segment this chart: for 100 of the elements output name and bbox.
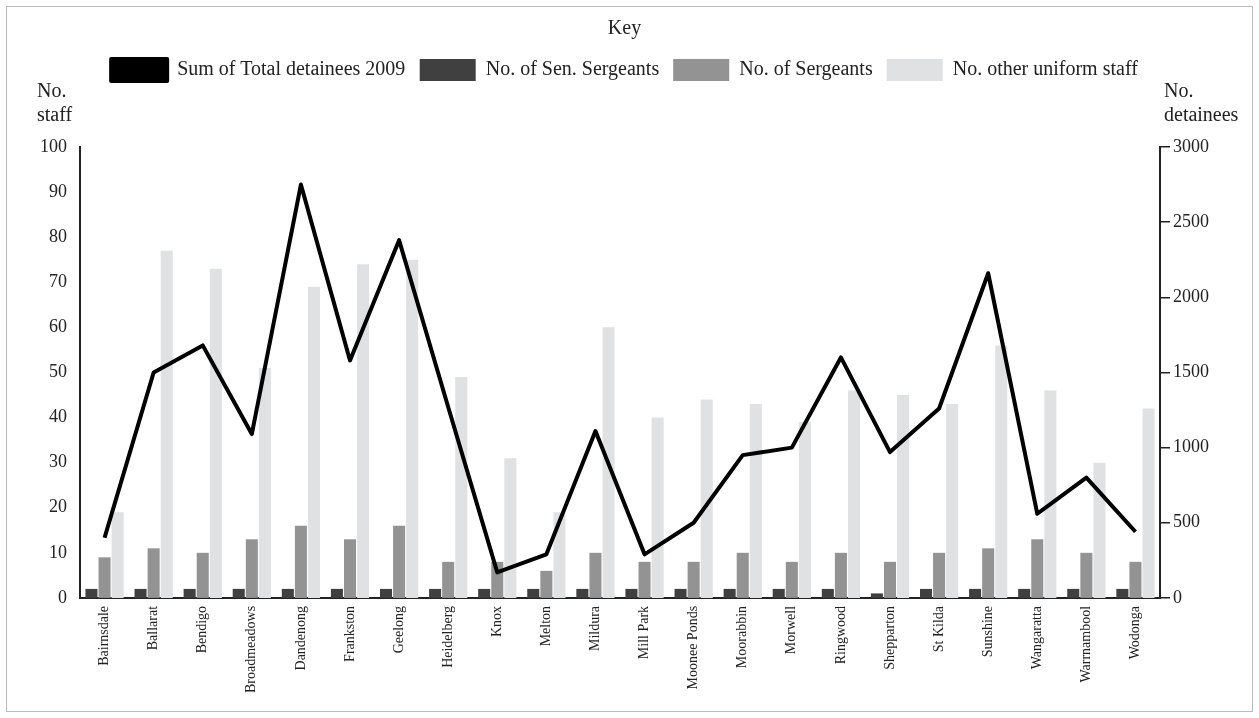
y2-tick-label: 500	[1173, 511, 1200, 532]
bar	[602, 327, 615, 598]
bar	[798, 422, 811, 598]
bar	[294, 525, 307, 598]
bar	[527, 588, 540, 598]
y-tick-label: 0	[58, 586, 67, 607]
bar	[1093, 462, 1106, 598]
legend-title: Key	[607, 16, 642, 40]
x-tick-label: Sunshine	[979, 605, 995, 658]
bar	[147, 548, 160, 598]
bar	[1031, 539, 1044, 598]
y2-tick-label: 1000	[1173, 436, 1209, 457]
bar	[576, 588, 589, 598]
bar	[638, 561, 651, 598]
y-tick-label: 10	[49, 541, 67, 562]
x-tick-label: Geelong	[390, 605, 406, 654]
bar	[674, 588, 687, 598]
bar	[258, 367, 271, 598]
legend-label: No. of Sergeants	[739, 57, 873, 81]
bar	[245, 539, 258, 598]
x-tick-label: Bendigo	[194, 605, 210, 654]
bar	[379, 588, 393, 598]
bar	[504, 458, 517, 598]
bar	[393, 525, 406, 598]
bar	[1044, 390, 1057, 598]
x-tick-label: Wangaratta	[1028, 605, 1044, 670]
bar	[946, 404, 959, 598]
bar	[406, 259, 419, 598]
y2-tick-label: 0	[1173, 586, 1182, 607]
y-tick-label: 60	[49, 316, 67, 337]
bar	[834, 552, 847, 598]
bar	[651, 417, 664, 598]
bar	[919, 588, 933, 598]
x-tick-label: Heidelberg	[439, 605, 455, 668]
bar	[749, 404, 762, 598]
x-tick-label: Moorabbin	[734, 605, 750, 669]
y-tick-label: 70	[49, 271, 67, 292]
x-tick-label: Shepparton	[881, 605, 897, 670]
bar	[160, 250, 173, 598]
y2-axis-title: No. detainees	[1164, 79, 1239, 125]
legend-label: Sum of Total detainees 2009	[177, 57, 406, 80]
bar	[897, 395, 910, 598]
bar	[442, 561, 455, 598]
bar	[736, 552, 749, 598]
bar	[1067, 588, 1080, 598]
bar	[772, 588, 785, 598]
bar	[281, 588, 294, 598]
x-tick-label: Dandenong	[292, 605, 308, 671]
bar	[455, 376, 468, 598]
x-tick-label: St Kilda	[930, 605, 946, 653]
x-tick-label: Frankston	[341, 605, 357, 662]
bar	[540, 570, 553, 598]
x-tick-label: Ballarat	[145, 605, 161, 651]
x-tick-label: Mill Park	[636, 605, 652, 660]
bar	[478, 588, 491, 598]
x-tick-label: Bairnsdale	[96, 605, 112, 666]
x-tick-label: Melton	[538, 605, 554, 647]
bar	[625, 588, 638, 598]
y-tick-label: 20	[49, 496, 67, 517]
x-tick-label: Ringwood	[832, 605, 848, 665]
bar	[723, 588, 736, 598]
bar	[847, 390, 861, 598]
y-tick-label: 80	[49, 225, 67, 246]
bar	[343, 539, 357, 598]
bar	[870, 593, 883, 598]
bar	[111, 512, 124, 598]
legend-label: No. of Sen. Sergeants	[485, 57, 660, 81]
bar	[589, 552, 602, 598]
y-tick-label: 90	[49, 180, 67, 201]
bar	[85, 588, 98, 598]
bar	[209, 268, 222, 598]
bar	[982, 548, 995, 598]
x-tick-label: Broadmeadows	[243, 605, 259, 693]
bar	[883, 561, 897, 598]
x-tick-label: Knox	[488, 605, 504, 638]
y-tick-label: 100	[40, 135, 67, 156]
y2-tick-label: 3000	[1173, 135, 1209, 156]
legend-label: No. other uniform staff	[952, 57, 1139, 80]
y2-tick-label: 1500	[1173, 361, 1209, 382]
x-tick-label: Mildura	[587, 605, 603, 652]
bar	[1080, 552, 1093, 598]
bar	[196, 552, 209, 598]
bar	[700, 399, 713, 598]
bar	[995, 345, 1008, 598]
bar	[1142, 408, 1155, 598]
y-axis-title: No. staff	[37, 79, 73, 125]
bar	[1018, 588, 1031, 598]
x-tick-label: Wodonga	[1127, 605, 1143, 660]
y-tick-label: 40	[49, 406, 67, 427]
bar	[687, 561, 700, 598]
y-tick-label: 50	[49, 361, 67, 382]
y-tick-label: 30	[49, 451, 67, 472]
bar	[183, 588, 196, 598]
x-tick-label: Warrnambool	[1078, 605, 1094, 683]
bar	[307, 286, 321, 598]
x-tick-label: Morwell	[783, 605, 799, 655]
bar	[134, 588, 147, 598]
bar	[232, 588, 245, 598]
bar	[429, 588, 442, 598]
bar	[785, 561, 798, 598]
